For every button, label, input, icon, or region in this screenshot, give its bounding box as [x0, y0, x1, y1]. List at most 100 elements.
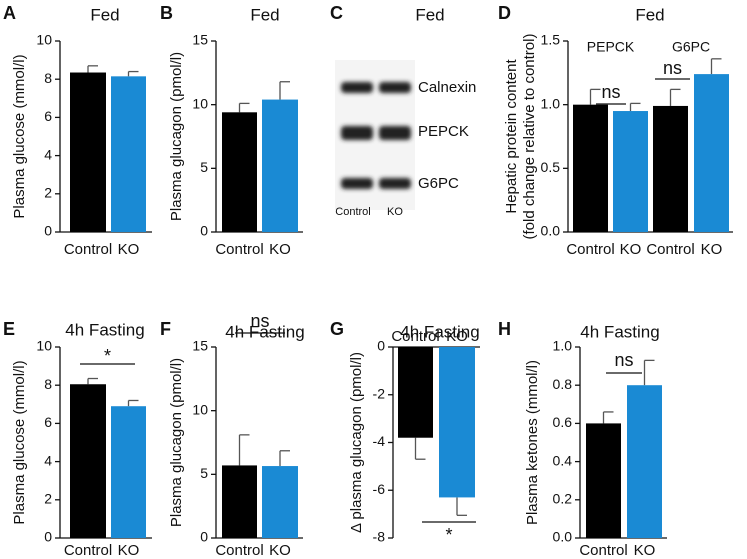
y-tick-label: 6 [44, 108, 52, 124]
panel-title: Fed [250, 5, 279, 24]
panel-title: 4h Fasting [400, 322, 479, 341]
y-tick-label: 1.5 [541, 32, 561, 48]
bar [586, 423, 621, 538]
y-tick-label: 10 [192, 401, 208, 417]
x-tick-label: Control [391, 328, 439, 345]
panel-letter: G [330, 319, 344, 339]
y-tick-label: 1.0 [553, 338, 573, 354]
panel-letter: H [498, 319, 511, 339]
y-tick-label: 0.0 [553, 529, 573, 545]
blot-band [379, 126, 411, 140]
x-tick-label: KO [118, 542, 140, 559]
y-tick-label: 5 [200, 159, 208, 175]
panel-title: Fed [90, 5, 119, 24]
blot-band [341, 126, 373, 140]
y-axis-label: Plasma glucose (mmol/l) [11, 360, 28, 524]
y-axis-label: Plasma glucagon (pmol/l) [168, 52, 185, 221]
y-tick-label: 4 [44, 452, 52, 468]
lane-label: Control [335, 206, 370, 218]
band-label: G6PC [418, 175, 459, 192]
panel-letter: B [160, 3, 173, 23]
lane-label: KO [387, 206, 403, 218]
x-tick-label: KO [269, 241, 291, 258]
x-tick-label: Control [579, 542, 627, 559]
y-tick-label: 0.8 [553, 376, 573, 392]
y-tick-label: 2 [44, 491, 52, 507]
y-tick-label: -6 [373, 481, 386, 497]
x-tick-label: Control [215, 241, 263, 258]
x-tick-label: KO [620, 241, 642, 258]
bar [262, 99, 298, 232]
x-tick-label: Control [646, 241, 694, 258]
y-axis-label: Plasma ketones (mmol/l) [524, 360, 541, 525]
bar [70, 384, 106, 538]
y-tick-label: 0.0 [541, 223, 561, 239]
y-axis-label: Plasma glucose (mmol/l) [11, 54, 28, 218]
x-tick-label: Control [64, 241, 112, 258]
y-tick-label: 8 [44, 376, 52, 392]
significance-label: * [445, 525, 452, 545]
significance-label: ns [250, 311, 269, 331]
x-tick-label: KO [269, 542, 291, 559]
y-axis-label: Δ plasma glucagon (pmol/l) [348, 352, 365, 533]
panel-title: 4h Fasting [225, 322, 304, 341]
bar [111, 76, 146, 233]
y-axis-label: Hepatic protein content [503, 59, 520, 214]
panel-title: Fed [635, 5, 664, 24]
panel-letter: A [3, 3, 16, 23]
y-tick-label: 2 [44, 185, 52, 201]
blot-band [341, 178, 373, 189]
bar [70, 72, 106, 232]
bar [111, 406, 146, 538]
y-tick-label: 10 [36, 32, 52, 48]
bar [613, 111, 648, 232]
blot-band [341, 82, 373, 93]
bar [573, 104, 608, 232]
panel-letter: F [160, 319, 171, 339]
x-tick-label: Control [566, 241, 614, 258]
y-tick-label: 10 [36, 338, 52, 354]
x-tick-label: KO [701, 241, 723, 258]
y-tick-label: 4 [44, 146, 52, 162]
group-label: G6PC [672, 39, 710, 55]
y-tick-label: 0.6 [553, 414, 573, 430]
bar [627, 385, 662, 538]
y-tick-label: 1.0 [541, 95, 561, 111]
x-tick-label: KO [118, 241, 140, 258]
x-tick-label: KO [634, 542, 656, 559]
panel-letter: D [498, 3, 511, 23]
significance-label: * [104, 346, 111, 366]
significance-label: ns [601, 82, 620, 102]
y-tick-label: 15 [192, 338, 208, 354]
band-label: Calnexin [418, 79, 476, 96]
y-tick-label: 0 [377, 338, 385, 354]
significance-label: ns [614, 350, 633, 370]
bar [439, 347, 475, 498]
x-tick-label: KO [446, 328, 468, 345]
bar [222, 112, 257, 232]
band-label: PEPCK [418, 123, 469, 140]
y-tick-label: 10 [192, 95, 208, 111]
y-tick-label: 5 [200, 465, 208, 481]
significance-label: ns [663, 58, 682, 78]
y-tick-label: 8 [44, 70, 52, 86]
y-tick-label: 0 [200, 223, 208, 239]
bar [653, 105, 688, 232]
y-tick-label: 0.5 [541, 159, 561, 175]
panel-letter: C [330, 3, 343, 23]
y-tick-label: 6 [44, 414, 52, 430]
x-tick-label: Control [64, 542, 112, 559]
panel-letter: E [3, 319, 15, 339]
y-tick-label: -4 [373, 433, 386, 449]
y-tick-label: 0 [44, 223, 52, 239]
y-axis-label: (fold change relative to control) [521, 34, 538, 240]
y-tick-label: 0.2 [553, 491, 573, 507]
panel-title: 4h Fasting [65, 320, 144, 339]
x-tick-label: Control [215, 542, 263, 559]
blot-band [379, 82, 411, 93]
y-tick-label: 0.4 [553, 452, 573, 468]
y-tick-label: -8 [373, 529, 386, 545]
bar [262, 466, 298, 538]
y-tick-label: 0 [44, 529, 52, 545]
